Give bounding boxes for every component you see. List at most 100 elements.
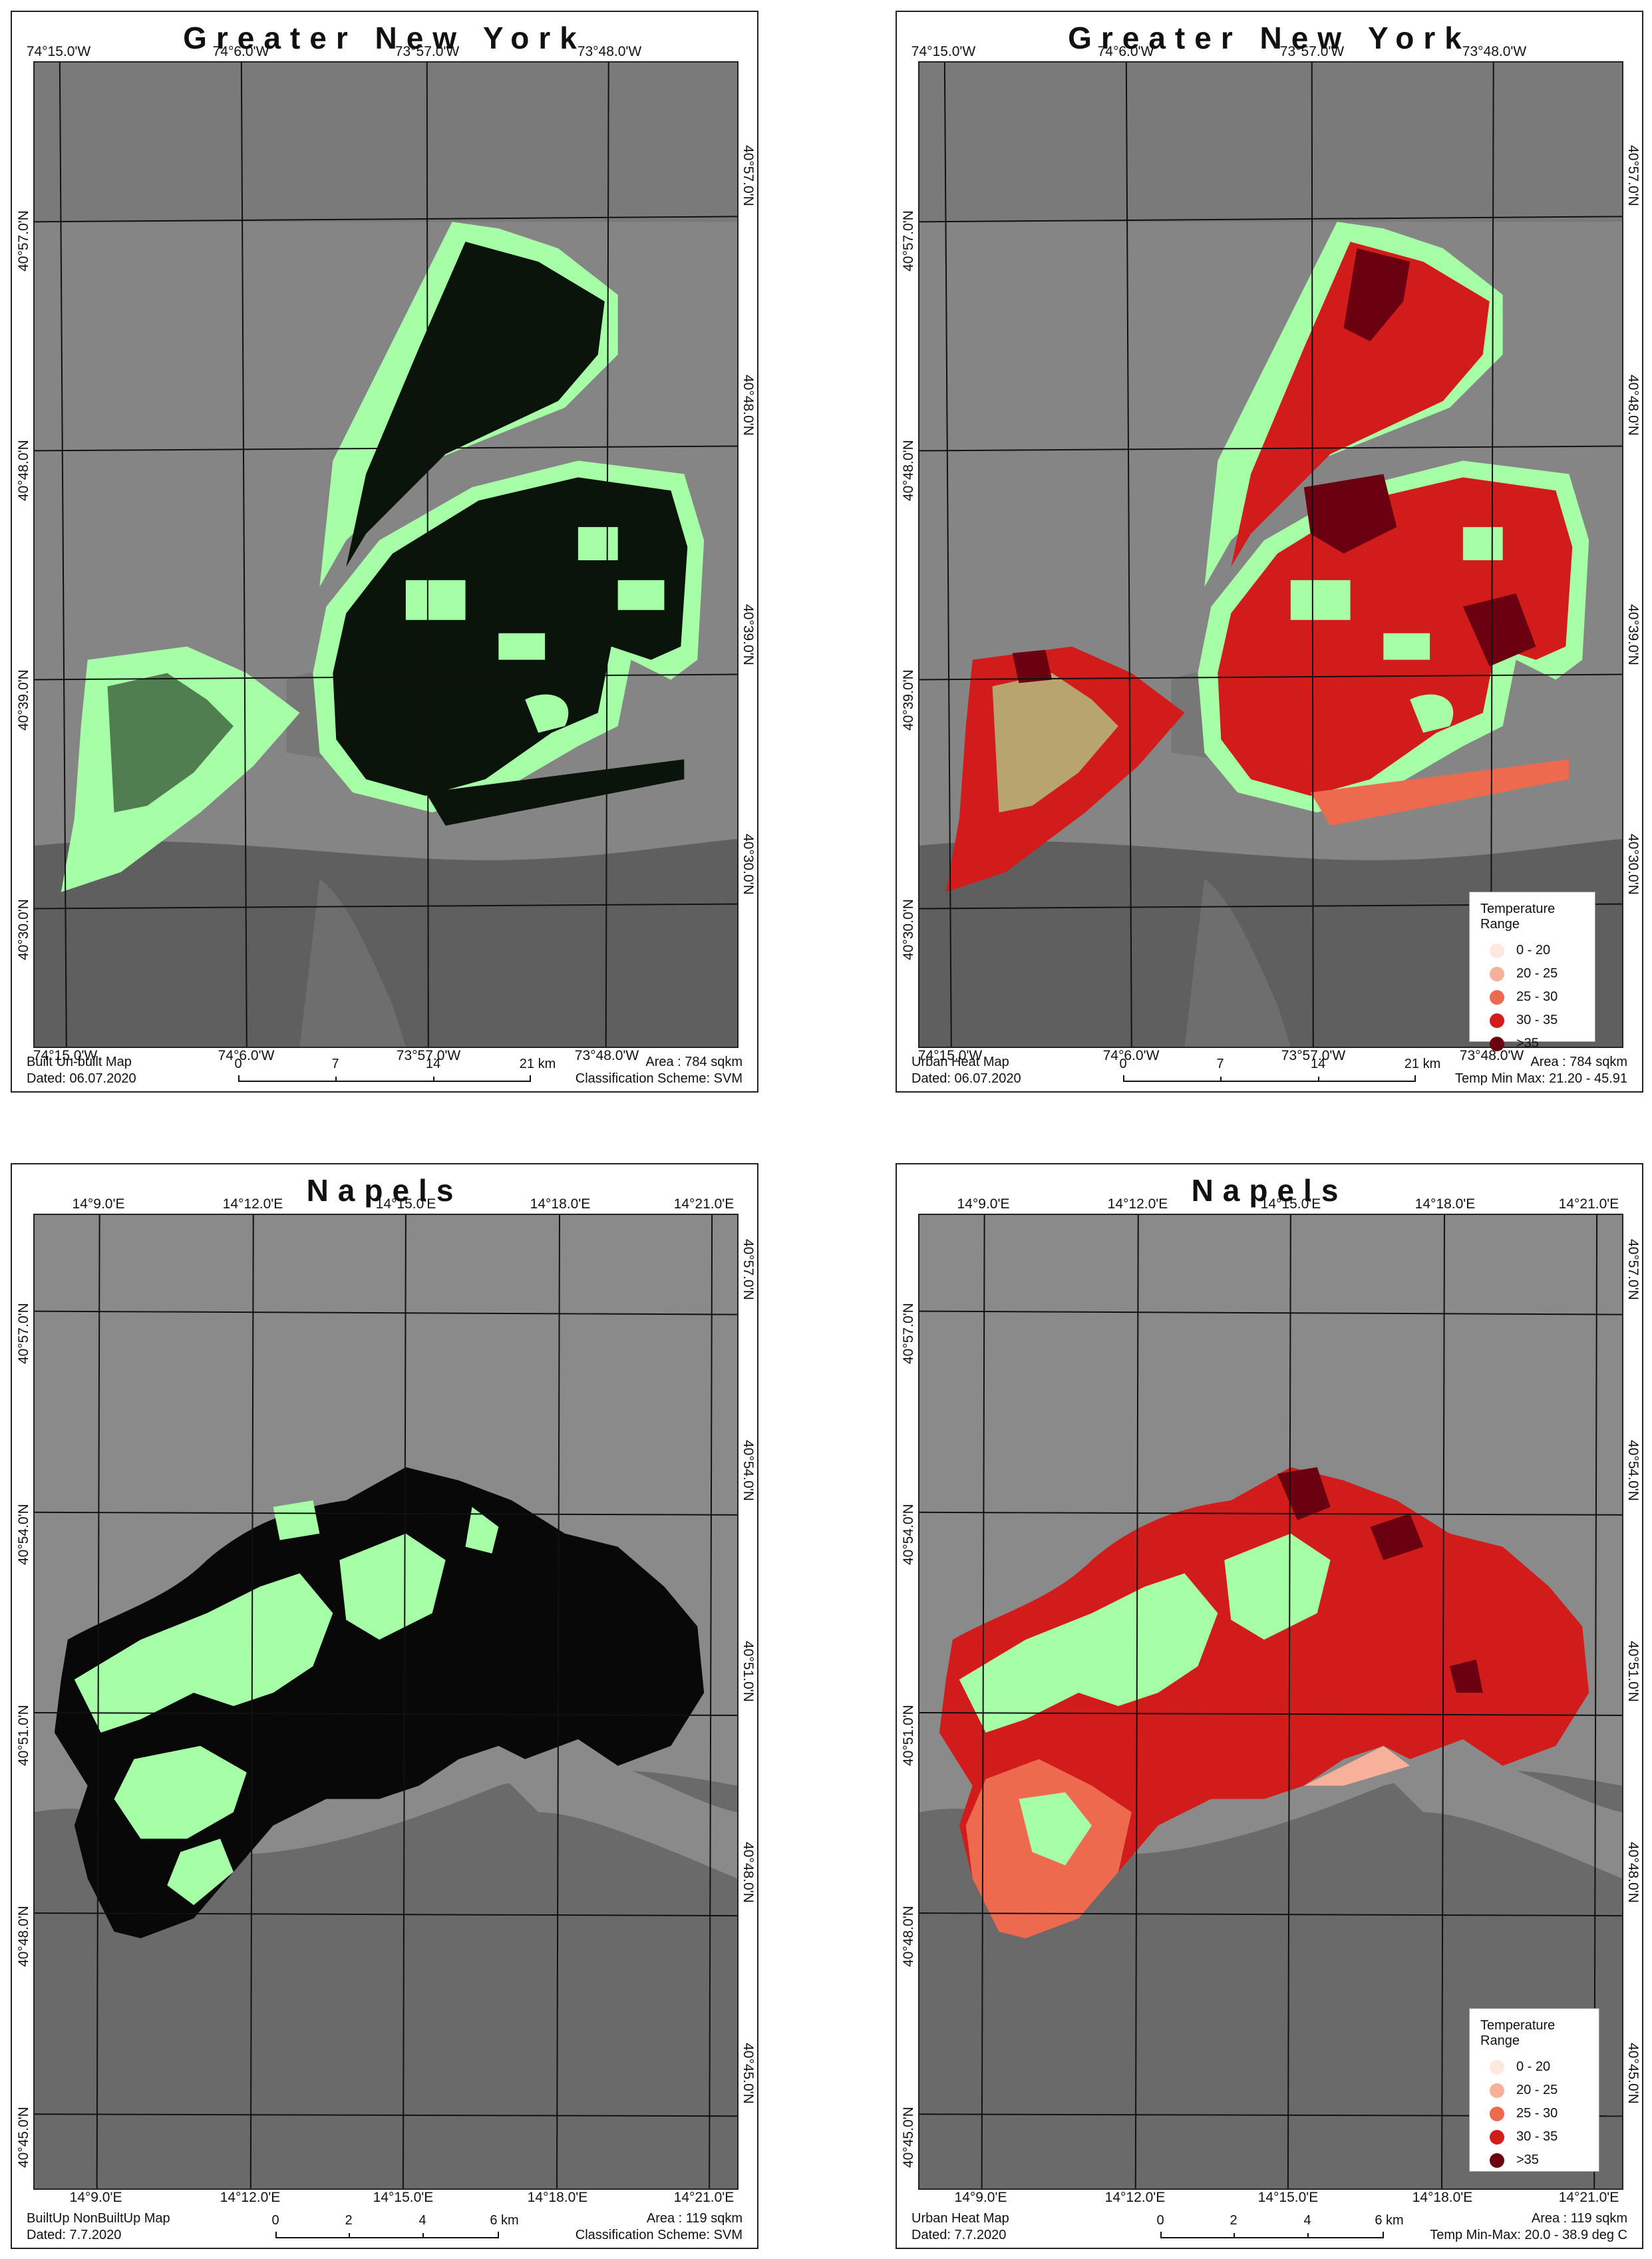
lon-tick-top: 74°6.0'W — [1097, 44, 1154, 59]
lon-tick-bottom: 74°6.0'W — [1102, 1048, 1160, 1063]
map-area: Area : 119 sqkm — [1531, 2211, 1627, 2226]
lon-tick-bottom: 73°48.0'W — [574, 1048, 639, 1063]
map-date: Dated: 7.7.2020 — [27, 2228, 122, 2242]
scale-label: 4 — [418, 2213, 426, 2228]
panel-title: Napels — [1191, 1173, 1348, 1208]
scale-bar-line — [1160, 2232, 1384, 2238]
map-area: Area : 784 sqkm — [1530, 1055, 1627, 1069]
map-title-text: Urban Heat Map — [911, 2211, 1009, 2226]
lon-tick-bottom: 14°12.0'E — [220, 2190, 281, 2205]
lat-tick-left: 40°30.0'N — [901, 899, 916, 960]
scale-label: 14 — [425, 1057, 441, 1071]
lon-tick-top: 73°57.0'W — [395, 44, 460, 59]
map-image — [919, 63, 1622, 1047]
legend-swatch — [1490, 2106, 1504, 2121]
map-title-text: Built Un-built Map — [27, 1055, 132, 1069]
map-panel-nyc-heat: Greater New York — [896, 11, 1643, 1093]
legend-swatch — [1490, 2083, 1504, 2098]
map-image — [35, 63, 737, 1047]
scale-label: 6 km — [490, 2213, 519, 2228]
lat-tick-right: 40°54.0'N — [741, 1440, 756, 1501]
scale-label: 21 km — [519, 1057, 556, 1071]
lat-tick-right: 40°57.0'N — [741, 145, 756, 206]
lon-tick-top: 14°9.0'E — [957, 1196, 1010, 1212]
map-caption: Urban Heat Map Dated: 7.7.2020 — [911, 2210, 1009, 2244]
lon-tick-bottom: 14°21.0'E — [673, 2190, 735, 2205]
lon-tick-bottom: 74°6.0'W — [218, 1048, 275, 1063]
scale-label: 21 km — [1404, 1057, 1441, 1071]
lon-tick-bottom: 14°15.0'E — [373, 2190, 434, 2205]
lat-tick-right: 40°30.0'N — [741, 834, 756, 895]
lat-tick-left: 40°39.0'N — [16, 669, 31, 731]
map-caption: Built Un-built Map Dated: 06.07.2020 — [27, 1054, 136, 1087]
lat-tick-left: 40°48.0'N — [16, 1906, 31, 1967]
lon-tick-bottom: 14°9.0'E — [954, 2190, 1007, 2205]
legend-swatch — [1490, 966, 1504, 981]
lon-tick-top: 14°12.0'E — [222, 1196, 283, 1212]
map-panel-naples-heat: Napels — [896, 1163, 1643, 2249]
lat-tick-left: 40°54.0'N — [901, 1504, 916, 1565]
map-caption: BuiltUp NonBuiltUp Map Dated: 7.7.2020 — [27, 2210, 170, 2244]
lat-tick-right: 40°45.0'N — [1625, 2043, 1641, 2104]
scale-bar-line — [275, 2232, 499, 2238]
lon-tick-bottom: 14°15.0'E — [1257, 2190, 1319, 2205]
lat-tick-right: 40°48.0'N — [741, 375, 756, 436]
lon-tick-bottom: 14°21.0'E — [1558, 2190, 1619, 2205]
lon-tick-top: 74°15.0'W — [26, 44, 91, 59]
legend-item: >35 — [1480, 2149, 1588, 2172]
lon-tick-top: 14°18.0'E — [530, 1196, 591, 1212]
lon-tick-bottom: 14°18.0'E — [1412, 2190, 1473, 2205]
lat-tick-left: 40°48.0'N — [901, 1906, 916, 1967]
lon-tick-top: 74°15.0'W — [911, 44, 976, 59]
lat-tick-left: 40°48.0'N — [901, 440, 916, 501]
lat-tick-left: 40°30.0'N — [16, 899, 31, 960]
map-panel-naples-builtup: Napels 1 — [11, 1163, 758, 2249]
lat-tick-left: 40°39.0'N — [901, 669, 916, 731]
lon-tick-top: 14°21.0'E — [673, 1196, 735, 1212]
temp-min-max: Temp Min Max: 21.20 - 45.91 — [1454, 1071, 1627, 1086]
map-frame — [918, 61, 1623, 1048]
lat-tick-right: 40°30.0'N — [1625, 834, 1641, 895]
lon-tick-bottom: 73°48.0'W — [1459, 1048, 1524, 1063]
legend-item: 25 - 30 — [1480, 985, 1584, 1009]
lon-tick-top: 14°15.0'E — [1260, 1196, 1321, 1212]
temp-min-max: Temp Min-Max: 20.0 - 38.9 deg C — [1430, 2228, 1627, 2242]
graticule — [35, 63, 737, 1047]
lat-tick-right: 40°51.0'N — [741, 1641, 756, 1702]
lat-tick-left: 40°48.0'N — [16, 440, 31, 501]
scale-bar: 0 7 14 21 km — [234, 1057, 556, 1085]
map-info: Area : 119 sqkm Temp Min-Max: 20.0 - 38.… — [1430, 2210, 1627, 2244]
legend-swatch — [1490, 943, 1504, 958]
scale-bar: 0 7 14 21 km — [1119, 1057, 1440, 1085]
legend-item: >35 — [1480, 1032, 1584, 1055]
legend-item: 20 - 25 — [1480, 2079, 1588, 2102]
panel-title: Greater New York — [1068, 21, 1471, 55]
lat-tick-left: 40°54.0'N — [16, 1504, 31, 1565]
lon-tick-bottom: 74°15.0'W — [33, 1048, 98, 1063]
scale-label: 0 — [1119, 1057, 1127, 1071]
lat-tick-right: 40°57.0'N — [1625, 145, 1641, 206]
legend-swatch — [1490, 1036, 1504, 1051]
lon-tick-bottom: 14°12.0'E — [1104, 2190, 1166, 2205]
lon-tick-bottom: 73°57.0'W — [396, 1048, 461, 1063]
map-title-text: BuiltUp NonBuiltUp Map — [27, 2211, 170, 2226]
scale-bar: 0 2 4 6 km — [271, 2213, 519, 2241]
scale-label: 7 — [1216, 1057, 1224, 1071]
legend-swatch — [1490, 2129, 1504, 2145]
scale-label: 7 — [331, 1057, 339, 1071]
legend-swatch — [1490, 989, 1504, 1005]
graticule — [919, 63, 1622, 1047]
map-info: Area : 784 sqkm Temp Min Max: 21.20 - 45… — [1455, 1054, 1627, 1087]
scale-bar: 0 2 4 6 km — [1156, 2213, 1404, 2241]
lat-tick-right: 40°48.0'N — [1625, 375, 1641, 436]
scale-label: 0 — [1156, 2213, 1164, 2228]
classification-scheme: Classification Scheme: SVM — [575, 1071, 743, 1086]
lon-tick-top: 14°15.0'E — [375, 1196, 436, 1212]
scale-label: 14 — [1310, 1057, 1326, 1071]
legend-item: 0 - 20 — [1480, 939, 1584, 962]
lat-tick-right: 40°45.0'N — [741, 2043, 756, 2104]
map-area: Area : 784 sqkm — [645, 1055, 743, 1069]
scale-label: 2 — [1230, 2213, 1238, 2228]
lon-tick-top: 14°12.0'E — [1107, 1196, 1168, 1212]
lat-tick-left: 40°57.0'N — [901, 210, 916, 271]
